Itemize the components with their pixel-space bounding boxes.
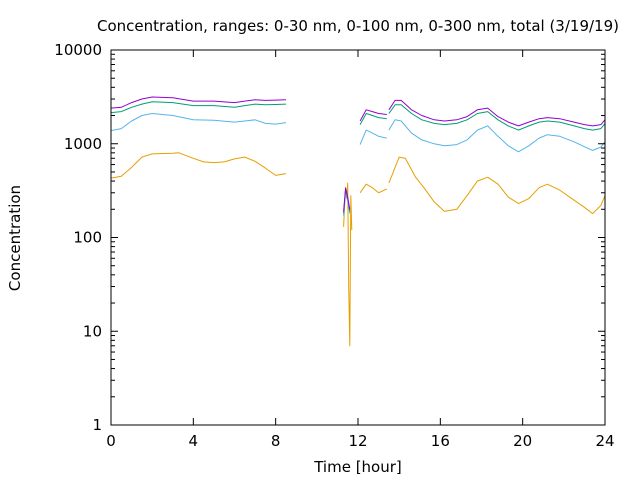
x-tick-label: 0 — [106, 432, 116, 450]
series-layer — [110, 96, 606, 347]
series-3-line-segment-3 — [388, 99, 606, 127]
series-1-line-segment-0 — [110, 113, 287, 132]
series-0-line-segment-2 — [359, 183, 388, 194]
series-3-line-segment-2 — [359, 109, 387, 122]
chart-title: Concentration, ranges: 0-30 nm, 0-100 nm… — [97, 17, 619, 35]
y-tick-label: 10 — [83, 322, 102, 340]
series-3-line-segment-1 — [343, 187, 351, 212]
x-tick-label: 4 — [189, 432, 199, 450]
series-0-line-segment-3 — [388, 156, 606, 215]
series-2-line-segment-3 — [388, 104, 606, 131]
series-2-line-segment-0 — [110, 101, 287, 114]
x-axis-title: Time [hour] — [313, 458, 402, 476]
x-tick-label: 16 — [431, 432, 450, 450]
y-axis-title: Concentration — [6, 185, 24, 291]
x-tick-label: 8 — [271, 432, 281, 450]
series-1-line-segment-3 — [388, 119, 606, 153]
y-tick-label: 10000 — [54, 41, 102, 59]
axis-layer: 0 4 8 12 16 20 24 1 10 100 1000 10000 — [54, 41, 614, 450]
series-0-line-segment-0 — [110, 152, 287, 179]
x-tick-label: 12 — [348, 432, 367, 450]
y-tick-label: 1000 — [64, 135, 102, 153]
series-1-line-segment-2 — [359, 129, 387, 145]
x-tick-label: 20 — [513, 432, 532, 450]
series-2-line-segment-2 — [359, 113, 387, 125]
y-tick-label: 1 — [92, 416, 102, 434]
x-tick-label: 24 — [595, 432, 614, 450]
series-3-line-segment-0 — [110, 96, 287, 109]
y-tick-label: 100 — [73, 229, 102, 247]
